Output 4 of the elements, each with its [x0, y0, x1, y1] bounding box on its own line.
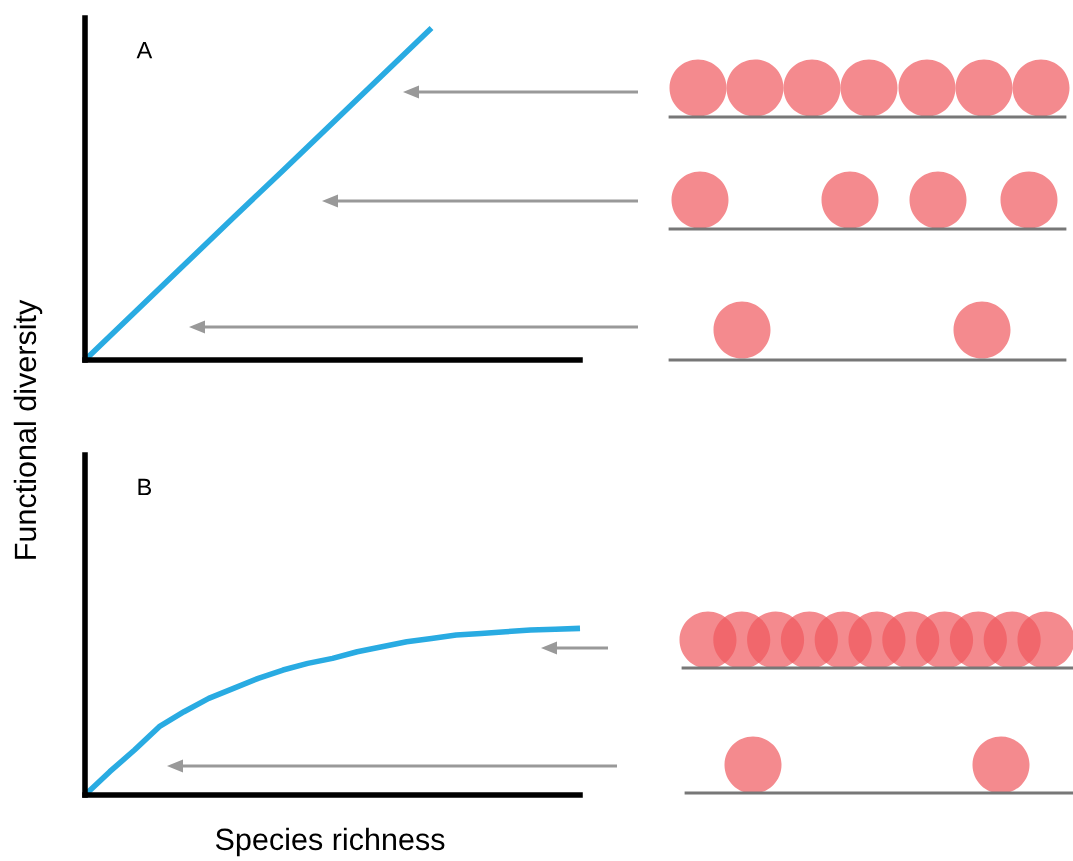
- text: B: [138, 478, 152, 496]
- annotation: A: [136, 42, 153, 59]
- x-axis-title: Species richness: [215, 827, 445, 857]
- y-axis-title: Functional diversity: [13, 299, 43, 559]
